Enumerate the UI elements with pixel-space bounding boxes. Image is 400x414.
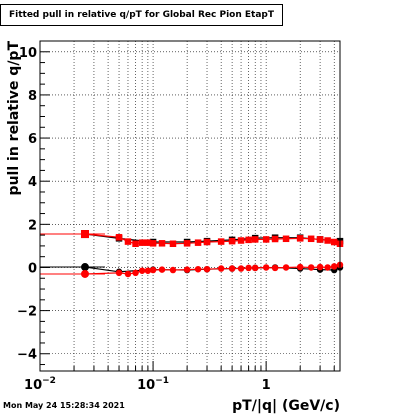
data-point — [194, 239, 202, 246]
data-point — [262, 236, 270, 243]
x-tick-label-exponent: −2 — [42, 376, 56, 386]
data-point — [245, 264, 252, 272]
x-tick-label-base: 1 — [262, 378, 271, 393]
data-point — [307, 264, 315, 271]
y-tick-label: 4 — [28, 175, 37, 190]
data-point — [158, 240, 166, 247]
data-point — [138, 239, 146, 246]
data-point — [169, 240, 177, 247]
data-point — [262, 264, 270, 271]
data-point — [158, 266, 166, 273]
chart-title: Fitted pull in relative q/pT for Global … — [0, 4, 283, 26]
data-point — [115, 234, 123, 241]
plot-frame — [39, 40, 341, 372]
data-point — [316, 263, 324, 271]
data-point — [237, 265, 245, 272]
data-point — [217, 238, 225, 245]
data-point — [124, 270, 132, 278]
data-point — [282, 264, 290, 271]
y-tick-label: −4 — [17, 348, 37, 363]
data-point — [144, 239, 152, 246]
data-point — [324, 237, 331, 244]
data-point — [138, 267, 146, 274]
data-point — [296, 263, 304, 271]
data-point — [217, 265, 225, 272]
data-series — [40, 230, 344, 278]
x-tick-label: 10−2 — [24, 376, 56, 393]
data-point — [183, 240, 191, 247]
data-point — [183, 266, 191, 273]
data-point — [80, 230, 89, 239]
data-point — [132, 269, 139, 277]
x-tick-label: 1 — [262, 378, 271, 393]
timestamp-footer: Mon May 24 15:28:34 2021 — [3, 401, 125, 410]
x-tick-label-base: 10 — [24, 378, 42, 393]
y-tick-label: 10 — [19, 46, 37, 61]
data-point — [203, 238, 211, 246]
y-tick-label: 8 — [28, 89, 37, 104]
data-point — [251, 264, 259, 272]
data-point — [316, 236, 324, 243]
data-point — [324, 264, 331, 271]
data-point — [115, 269, 123, 277]
data-point — [228, 265, 236, 272]
series-circle-red — [40, 261, 344, 278]
y-tick-label: −2 — [17, 305, 37, 320]
data-point — [169, 266, 177, 274]
data-point — [194, 265, 202, 273]
y-tick-label: 2 — [28, 218, 37, 233]
data-point — [80, 263, 89, 272]
x-tick-label: 10−1 — [137, 376, 169, 393]
data-point — [149, 266, 157, 274]
data-point — [271, 235, 279, 243]
data-point — [330, 238, 338, 246]
data-point — [245, 236, 252, 244]
data-point — [330, 263, 338, 270]
data-point — [149, 240, 157, 247]
data-point — [203, 265, 211, 273]
data-point — [237, 237, 245, 244]
grid-lines — [40, 41, 340, 371]
data-point — [132, 240, 139, 247]
data-point — [251, 236, 259, 243]
y-axis-title: pull in relative q/pT — [6, 41, 22, 196]
data-point — [124, 238, 132, 245]
data-point — [282, 235, 290, 243]
data-point — [228, 237, 236, 245]
data-point — [144, 267, 152, 274]
data-point — [271, 264, 279, 272]
data-point — [307, 235, 315, 243]
x-tick-label-exponent: −1 — [155, 376, 169, 386]
y-tick-label: 6 — [28, 132, 37, 147]
data-point — [296, 235, 304, 242]
x-tick-label-base: 10 — [137, 378, 155, 393]
x-axis-title: pT/|q| (GeV/c) — [232, 398, 340, 414]
y-tick-label: 0 — [28, 261, 37, 276]
data-point — [80, 269, 89, 278]
series-square-red — [40, 230, 344, 247]
